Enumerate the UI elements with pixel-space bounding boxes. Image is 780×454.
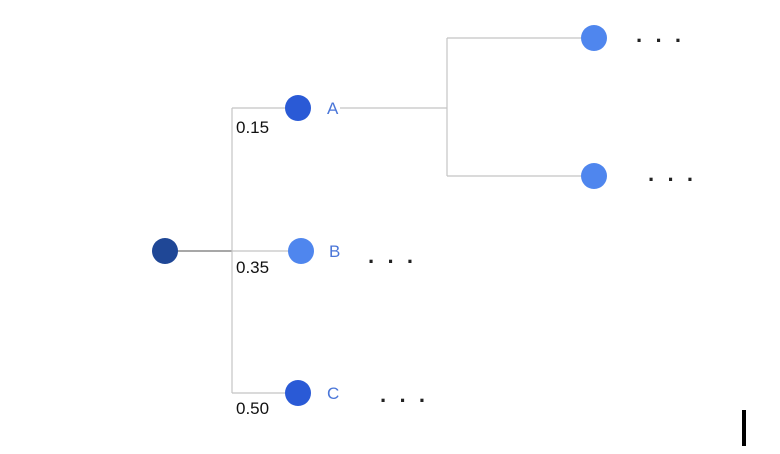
ellipsis-b: · · · xyxy=(368,249,417,274)
node-a2 xyxy=(581,163,607,189)
node-label-b: B xyxy=(329,242,340,261)
prob-label-b: 0.35 xyxy=(236,258,269,277)
node-label-c: C xyxy=(327,384,339,403)
ellipsis-c: · · · xyxy=(380,388,429,413)
node-a1 xyxy=(581,25,607,51)
root-node xyxy=(152,238,178,264)
node-c xyxy=(285,380,311,406)
node-a xyxy=(285,95,311,121)
ellipsis-a1: · · · xyxy=(636,28,685,53)
node-label-a: A xyxy=(327,99,339,118)
prob-label-c: 0.50 xyxy=(236,399,269,418)
ellipsis-a2: · · · xyxy=(648,167,697,192)
prob-label-a: 0.15 xyxy=(236,118,269,137)
text-cursor-bar xyxy=(742,410,746,446)
node-b xyxy=(288,238,314,264)
